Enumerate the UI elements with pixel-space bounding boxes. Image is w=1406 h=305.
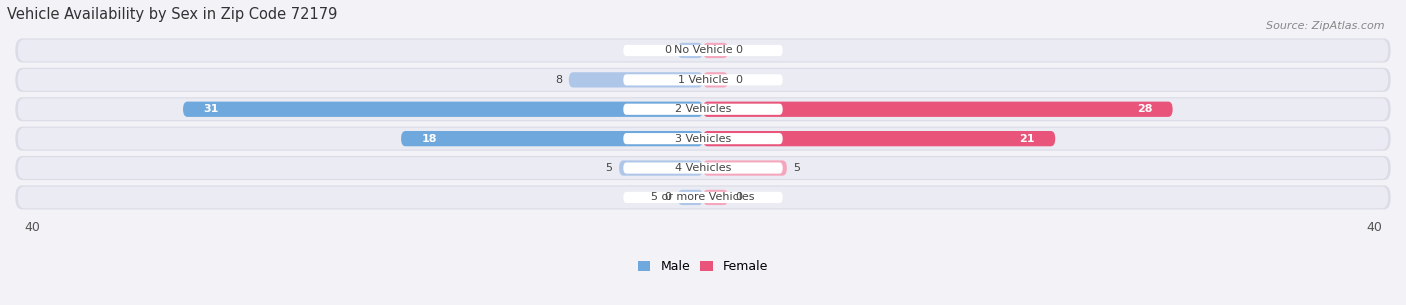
FancyBboxPatch shape: [703, 72, 728, 88]
FancyBboxPatch shape: [15, 97, 1391, 121]
FancyBboxPatch shape: [703, 131, 1056, 146]
FancyBboxPatch shape: [18, 157, 1388, 179]
Text: 0: 0: [664, 45, 671, 56]
FancyBboxPatch shape: [18, 40, 1388, 61]
Text: 21: 21: [1019, 134, 1035, 144]
Legend: Male, Female: Male, Female: [633, 255, 773, 278]
FancyBboxPatch shape: [703, 43, 728, 58]
Text: 0: 0: [735, 75, 742, 85]
FancyBboxPatch shape: [703, 102, 1173, 117]
FancyBboxPatch shape: [18, 69, 1388, 91]
Text: 5: 5: [606, 163, 613, 173]
Text: 5: 5: [793, 163, 800, 173]
Text: 2 Vehicles: 2 Vehicles: [675, 104, 731, 114]
Text: 8: 8: [555, 75, 562, 85]
FancyBboxPatch shape: [15, 185, 1391, 210]
FancyBboxPatch shape: [401, 131, 703, 146]
Text: 3 Vehicles: 3 Vehicles: [675, 134, 731, 144]
FancyBboxPatch shape: [15, 127, 1391, 151]
FancyBboxPatch shape: [703, 190, 728, 205]
FancyBboxPatch shape: [623, 163, 783, 174]
FancyBboxPatch shape: [623, 45, 783, 56]
Text: 0: 0: [735, 192, 742, 203]
Text: 1 Vehicle: 1 Vehicle: [678, 75, 728, 85]
FancyBboxPatch shape: [15, 68, 1391, 92]
FancyBboxPatch shape: [678, 43, 703, 58]
FancyBboxPatch shape: [703, 160, 787, 176]
FancyBboxPatch shape: [623, 104, 783, 115]
Text: 0: 0: [664, 192, 671, 203]
Text: Vehicle Availability by Sex in Zip Code 72179: Vehicle Availability by Sex in Zip Code …: [7, 7, 337, 22]
Text: Source: ZipAtlas.com: Source: ZipAtlas.com: [1267, 21, 1385, 31]
Text: 0: 0: [735, 45, 742, 56]
FancyBboxPatch shape: [18, 187, 1388, 208]
Text: No Vehicle: No Vehicle: [673, 45, 733, 56]
FancyBboxPatch shape: [619, 160, 703, 176]
Text: 31: 31: [204, 104, 218, 114]
FancyBboxPatch shape: [15, 38, 1391, 63]
FancyBboxPatch shape: [623, 133, 783, 144]
FancyBboxPatch shape: [569, 72, 703, 88]
Text: 18: 18: [422, 134, 437, 144]
FancyBboxPatch shape: [18, 128, 1388, 149]
FancyBboxPatch shape: [18, 99, 1388, 120]
Text: 5 or more Vehicles: 5 or more Vehicles: [651, 192, 755, 203]
Text: 4 Vehicles: 4 Vehicles: [675, 163, 731, 173]
Text: 28: 28: [1137, 104, 1153, 114]
FancyBboxPatch shape: [623, 74, 783, 85]
FancyBboxPatch shape: [15, 156, 1391, 180]
FancyBboxPatch shape: [183, 102, 703, 117]
FancyBboxPatch shape: [678, 190, 703, 205]
FancyBboxPatch shape: [623, 192, 783, 203]
